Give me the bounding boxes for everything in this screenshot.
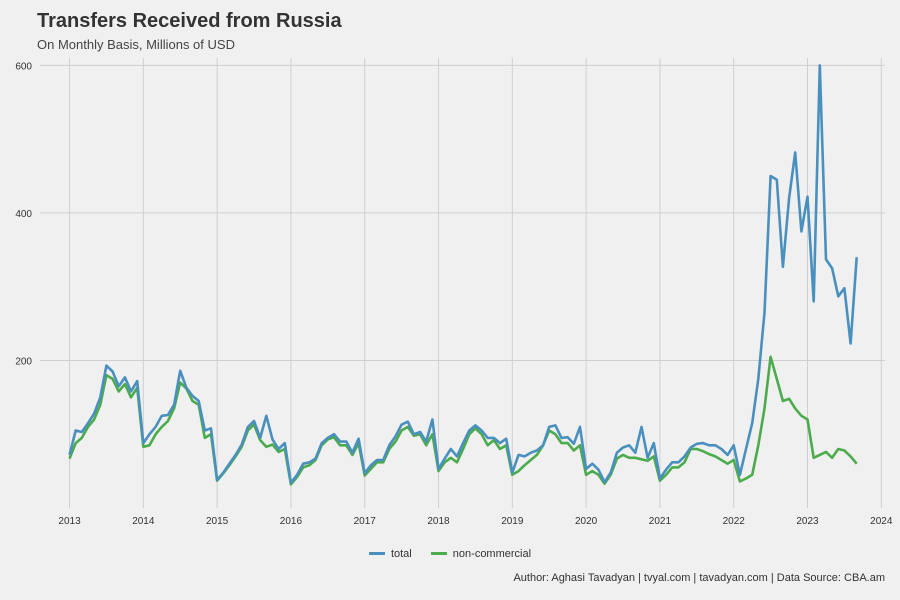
legend-item-non-commercial: non-commercial: [430, 547, 532, 560]
x-tick-label: 2018: [427, 516, 450, 527]
x-tick-label: 2023: [796, 516, 819, 527]
series-line-total: [68, 64, 858, 485]
y-tick-label: 200: [15, 356, 32, 367]
x-tick-label: 2013: [58, 516, 81, 527]
caption: Author: Aghasi Tavadyan | tvyal.com | ta…: [513, 572, 885, 584]
legend-label-total: total: [390, 547, 412, 560]
y-tick-label: 400: [15, 209, 32, 220]
chart-title: Transfers Received from Russia: [37, 10, 342, 32]
legend-swatch-total: [368, 552, 385, 555]
x-tick-label: 2019: [501, 516, 524, 527]
chart-subtitle: On Monthly Basis, Millions of USD: [37, 37, 235, 52]
x-tick-label: 2015: [206, 516, 229, 527]
tick-labels: 2013 2014 2015 2016 2017 2018 2019 2020 2021 2022…: [15, 61, 893, 527]
line-chart: 2013 2014 2015 2016 2017 2018 2019 2020 2021 2022…: [15, 58, 893, 527]
legend-label-non-commercial: non-commercial: [452, 547, 532, 560]
series-lines: [68, 64, 858, 486]
legend-item-total: total: [368, 547, 412, 560]
legend: total non-commercial: [0, 546, 900, 560]
x-tick-label: 2016: [280, 516, 303, 527]
x-tick-label: 2024: [870, 516, 893, 527]
x-tick-label: 2014: [132, 516, 155, 527]
y-tick-label: 600: [15, 61, 32, 72]
x-tick-label: 2017: [354, 516, 377, 527]
legend-swatch-non-commercial: [430, 552, 447, 555]
x-tick-label: 2022: [723, 516, 746, 527]
x-tick-label: 2020: [575, 516, 598, 527]
x-tick-label: 2021: [649, 516, 672, 527]
